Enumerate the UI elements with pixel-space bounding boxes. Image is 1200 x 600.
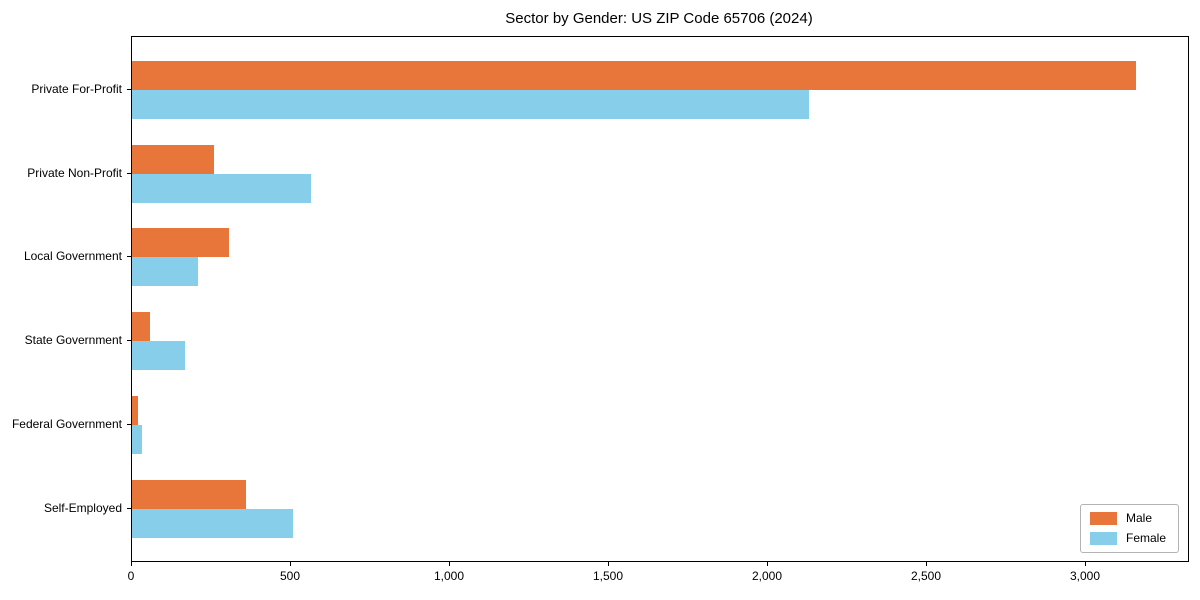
bar-female-0 — [132, 90, 809, 119]
x-tick-0 — [131, 562, 132, 566]
y-tick-label-3: State Government — [24, 333, 122, 348]
x-tick-label-6: 3,000 — [1069, 569, 1101, 583]
legend: Male Female — [1079, 504, 1179, 553]
y-tick-label-4: Federal Government — [11, 416, 122, 431]
bar-female-2 — [132, 257, 198, 287]
y-tick-4 — [127, 424, 131, 425]
male-color-swatch — [1089, 512, 1117, 525]
x-tick-6 — [1085, 562, 1086, 566]
x-tick-label-5: 2,500 — [910, 569, 942, 583]
bar-male-1 — [132, 144, 214, 174]
x-tick-2 — [449, 562, 450, 566]
chart-title: Sector by Gender: US ZIP Code 65706 (202… — [505, 10, 813, 27]
legend-label-female: Female — [1125, 531, 1166, 545]
x-tick-label-2: 1,000 — [433, 569, 465, 583]
y-tick-label-5: Self-Employed — [43, 500, 122, 515]
female-color-swatch — [1089, 532, 1117, 545]
legend-label-male: Male — [1125, 511, 1152, 525]
x-tick-1 — [290, 562, 291, 566]
legend-item-male: Male — [1089, 511, 1166, 525]
x-tick-label-4: 2,000 — [751, 569, 783, 583]
y-tick-label-0: Private For-Profit — [31, 82, 122, 96]
bar-male-3 — [132, 312, 150, 342]
y-tick-1 — [127, 173, 131, 174]
y-tick-label-1: Private Non-Profit — [27, 165, 122, 180]
x-tick-3 — [608, 562, 609, 566]
plot-area: Male Female — [131, 36, 1189, 562]
y-tick-0 — [127, 89, 131, 90]
bar-male-0 — [132, 61, 1136, 90]
y-tick-5 — [127, 508, 131, 509]
bar-male-5 — [132, 479, 246, 509]
x-tick-label-1: 500 — [279, 569, 301, 583]
legend-item-female: Female — [1089, 531, 1166, 545]
bar-female-1 — [132, 173, 311, 203]
y-tick-3 — [127, 340, 131, 341]
bar-female-3 — [132, 341, 185, 371]
y-tick-label-2: Local Government — [23, 249, 122, 264]
bar-female-5 — [132, 508, 293, 538]
x-tick-label-3: 1,500 — [592, 569, 624, 583]
bar-female-4 — [132, 424, 142, 454]
x-tick-4 — [767, 562, 768, 566]
bar-male-2 — [132, 228, 229, 258]
x-tick-5 — [926, 562, 927, 566]
y-tick-2 — [127, 256, 131, 257]
x-tick-label-0: 0 — [127, 569, 135, 583]
bar-male-4 — [132, 395, 138, 425]
